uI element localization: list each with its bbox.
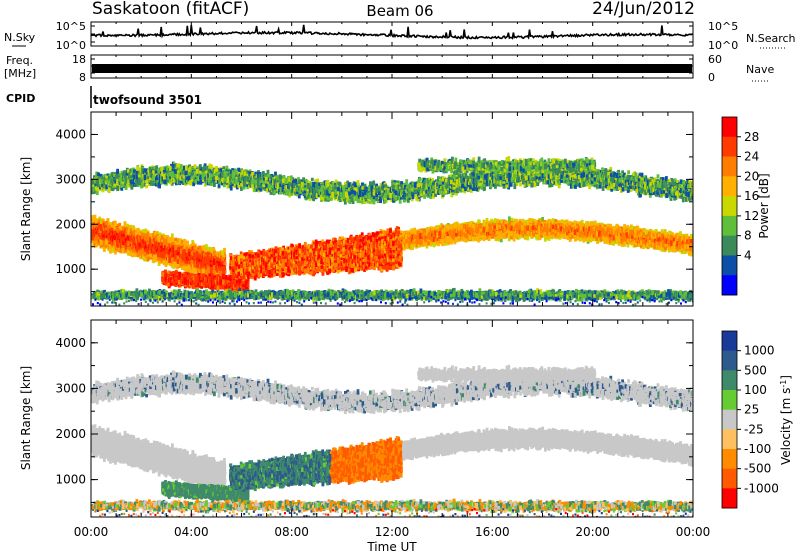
- freq-tick-bottom: 8: [79, 71, 86, 84]
- nave-band: [92, 64, 692, 73]
- freq-strip: Freq. [MHz] 18 8 60 0 Nave: [4, 53, 774, 84]
- nsky-label: N.Sky: [4, 31, 36, 44]
- date-title: 24/Jun/2012: [592, 0, 695, 19]
- radar-summary-plot: Saskatoon (fitACF) Beam 06 24/Jun/2012 N…: [0, 0, 800, 554]
- nave-tick-top: 60: [708, 53, 722, 66]
- nsearch-tick-top: 10^5: [708, 20, 738, 33]
- station-title: Saskatoon (fitACF): [92, 0, 249, 19]
- cpid-value: twofsound 3501: [93, 93, 202, 107]
- freq-label: Freq.: [6, 54, 33, 67]
- beam-title: Beam 06: [366, 2, 433, 20]
- freq-unit: [MHz]: [4, 67, 36, 80]
- cpid-label: CPID: [6, 92, 35, 105]
- nsky-strip: N.Sky 10^5 10^0 10^5 10^0 N.Search: [4, 20, 796, 52]
- power-cell: [102, 235, 105, 238]
- nsearch-label: N.Search: [746, 32, 796, 45]
- freq-tick-top: 18: [72, 53, 86, 66]
- nsearch-tick-bottom: 10^0: [708, 39, 738, 52]
- nave-tick-bottom: 0: [708, 71, 715, 84]
- power-cell: [100, 241, 103, 245]
- nsky-tick-top: 10^5: [56, 20, 86, 33]
- nave-label: Nave: [746, 63, 774, 76]
- power-scatter: [91, 156, 698, 306]
- noise-series: [91, 25, 693, 39]
- nsky-tick-bottom: 10^0: [56, 39, 86, 52]
